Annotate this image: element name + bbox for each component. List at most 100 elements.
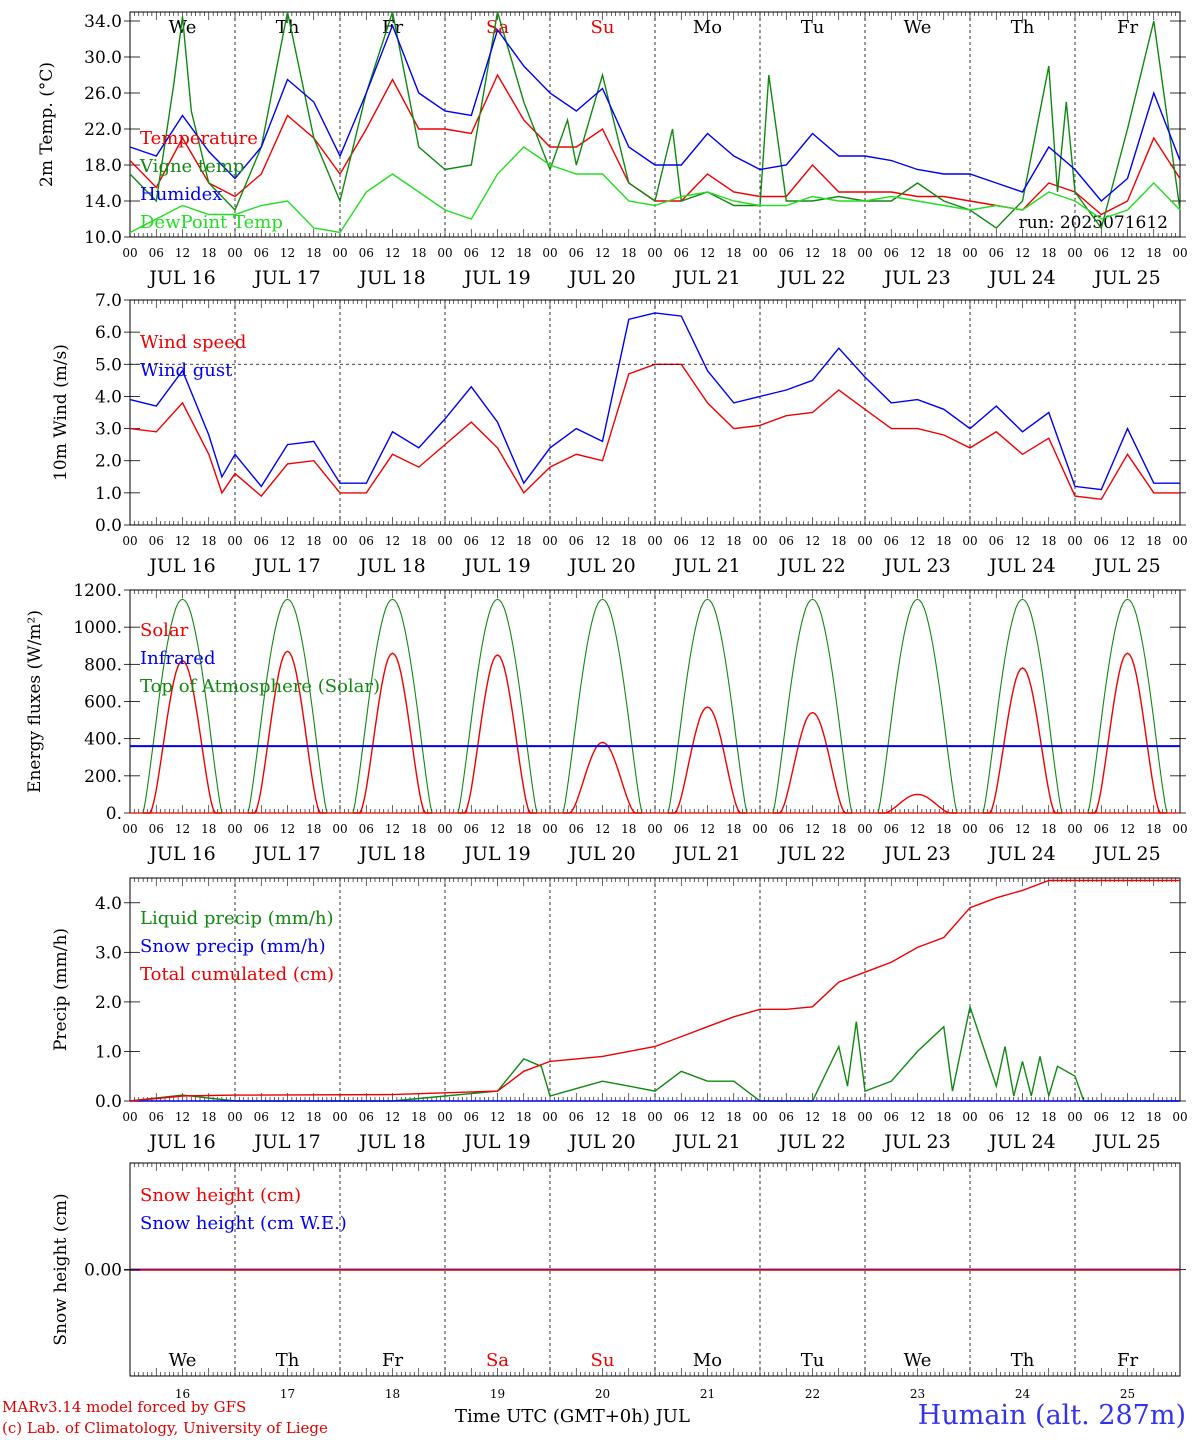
hour-tick-label: 06 bbox=[674, 246, 689, 260]
hour-tick-label: 00 bbox=[227, 246, 242, 260]
legend-entry: Liquid precip (mm/h) bbox=[140, 908, 334, 929]
panel-frame bbox=[129, 299, 1181, 526]
hour-tick-label: 12 bbox=[910, 1110, 925, 1124]
hour-tick-label: 12 bbox=[490, 822, 505, 836]
y-tick-label: 200. bbox=[84, 767, 122, 787]
hour-tick-label: 06 bbox=[1094, 534, 1109, 548]
date-label: JUL 19 bbox=[462, 843, 530, 865]
hour-tick-label: 06 bbox=[569, 822, 584, 836]
weekday-label: We bbox=[169, 17, 197, 38]
hour-tick-label: 12 bbox=[805, 534, 820, 548]
hour-tick-label: 00 bbox=[1067, 1110, 1082, 1124]
hour-tick-label: 06 bbox=[254, 1110, 269, 1124]
hour-tick-label: 18 bbox=[516, 1110, 531, 1124]
hour-tick-label: 06 bbox=[779, 246, 794, 260]
hour-tick-label: 12 bbox=[385, 822, 400, 836]
hour-tick-label: 18 bbox=[201, 1110, 216, 1124]
date-label: JUL 18 bbox=[357, 843, 425, 865]
hour-tick-label: 18 bbox=[1041, 822, 1056, 836]
hour-tick-label: 00 bbox=[542, 534, 557, 548]
hour-tick-label: 12 bbox=[700, 246, 715, 260]
hour-tick-label: 12 bbox=[595, 1110, 610, 1124]
hour-tick-label: 12 bbox=[1120, 534, 1135, 548]
weekday-label: Mo bbox=[693, 17, 722, 38]
hour-tick-label: 06 bbox=[989, 822, 1004, 836]
hour-tick-label: 12 bbox=[1120, 1110, 1135, 1124]
date-label: JUL 25 bbox=[1092, 555, 1160, 577]
hour-tick-label: 00 bbox=[752, 534, 767, 548]
hour-tick-label: 12 bbox=[910, 534, 925, 548]
hour-tick-label: 12 bbox=[1120, 822, 1135, 836]
y-tick-label: 600. bbox=[84, 693, 122, 713]
weekday-label: Th bbox=[276, 1350, 300, 1371]
day-number-label: 21 bbox=[700, 1387, 715, 1401]
y-tick-label: 1.0 bbox=[95, 484, 122, 504]
day-number-label: 25 bbox=[1120, 1387, 1135, 1401]
y-tick-label: 6.0 bbox=[95, 323, 122, 343]
hour-tick-label: 18 bbox=[621, 246, 636, 260]
hour-tick-label: 12 bbox=[280, 534, 295, 548]
solar-curve bbox=[353, 652, 432, 814]
copyright-credit: (c) Lab. of Climatology, University of L… bbox=[2, 1419, 328, 1437]
hour-tick-label: 12 bbox=[490, 1110, 505, 1124]
date-label: JUL 20 bbox=[567, 267, 635, 289]
hour-tick-label: 06 bbox=[359, 1110, 374, 1124]
hour-tick-label: 18 bbox=[936, 246, 951, 260]
hour-tick-label: 12 bbox=[175, 1110, 190, 1124]
hour-tick-label: 00 bbox=[857, 246, 872, 260]
date-label: JUL 16 bbox=[147, 1131, 215, 1153]
hour-tick-label: 06 bbox=[149, 1110, 164, 1124]
hour-tick-label: 18 bbox=[306, 822, 321, 836]
date-label: JUL 20 bbox=[567, 555, 635, 577]
toa-solar-curve bbox=[562, 598, 643, 814]
date-label: JUL 21 bbox=[672, 267, 740, 289]
hour-tick-label: 12 bbox=[280, 822, 295, 836]
hour-tick-label: 00 bbox=[122, 246, 137, 260]
hour-tick-label: 06 bbox=[149, 822, 164, 836]
y-axis-label: Precip (mm/h) bbox=[51, 928, 71, 1051]
legend-entry: Snow height (cm W.E.) bbox=[140, 1213, 347, 1234]
hour-tick-label: 06 bbox=[989, 246, 1004, 260]
hour-tick-label: 00 bbox=[437, 822, 452, 836]
series-line-wind-gust bbox=[129, 312, 1180, 491]
date-label: JUL 20 bbox=[567, 1131, 635, 1153]
series-line-wind-speed bbox=[129, 363, 1180, 501]
hour-tick-label: 06 bbox=[569, 534, 584, 548]
hour-tick-label: 18 bbox=[726, 1110, 741, 1124]
hour-tick-label: 18 bbox=[306, 1110, 321, 1124]
y-axis-label: 10m Wind (m/s) bbox=[51, 344, 71, 481]
hour-tick-label: 00 bbox=[647, 534, 662, 548]
date-label: JUL 22 bbox=[777, 843, 845, 865]
hour-tick-label: 00 bbox=[962, 1110, 977, 1124]
day-number-label: 19 bbox=[490, 1387, 505, 1401]
hour-tick-label: 12 bbox=[1015, 534, 1030, 548]
hour-tick-label: 06 bbox=[254, 822, 269, 836]
hour-tick-label: 06 bbox=[674, 1110, 689, 1124]
hour-tick-label: 12 bbox=[595, 822, 610, 836]
hour-tick-label: 18 bbox=[831, 822, 846, 836]
hour-tick-label: 18 bbox=[726, 246, 741, 260]
hour-tick-label: 00 bbox=[962, 822, 977, 836]
y-tick-label: 3.0 bbox=[95, 943, 122, 963]
hour-tick-label: 18 bbox=[936, 822, 951, 836]
hour-tick-label: 18 bbox=[201, 822, 216, 836]
y-tick-label: 0.0 bbox=[95, 516, 122, 536]
weekday-label: We bbox=[904, 17, 932, 38]
solar-curve bbox=[143, 659, 222, 814]
solar-curve bbox=[563, 741, 642, 814]
hour-tick-label: 18 bbox=[621, 822, 636, 836]
legend-entry: Total cumulated (cm) bbox=[140, 964, 334, 985]
panel-frame bbox=[129, 589, 1181, 814]
y-tick-label: 1000. bbox=[73, 618, 122, 638]
hour-tick-label: 00 bbox=[1067, 822, 1082, 836]
toa-solar-curve bbox=[142, 598, 223, 814]
date-label: JUL 18 bbox=[357, 555, 425, 577]
hour-tick-label: 00 bbox=[437, 1110, 452, 1124]
y-tick-label: 26.0 bbox=[84, 84, 122, 104]
hour-tick-label: 12 bbox=[175, 822, 190, 836]
date-label: JUL 23 bbox=[882, 843, 950, 865]
hour-tick-label: 06 bbox=[359, 534, 374, 548]
legend-entry: Snow height (cm) bbox=[140, 1185, 301, 1206]
toa-solar-curve bbox=[982, 598, 1063, 814]
hour-tick-label: 06 bbox=[254, 246, 269, 260]
